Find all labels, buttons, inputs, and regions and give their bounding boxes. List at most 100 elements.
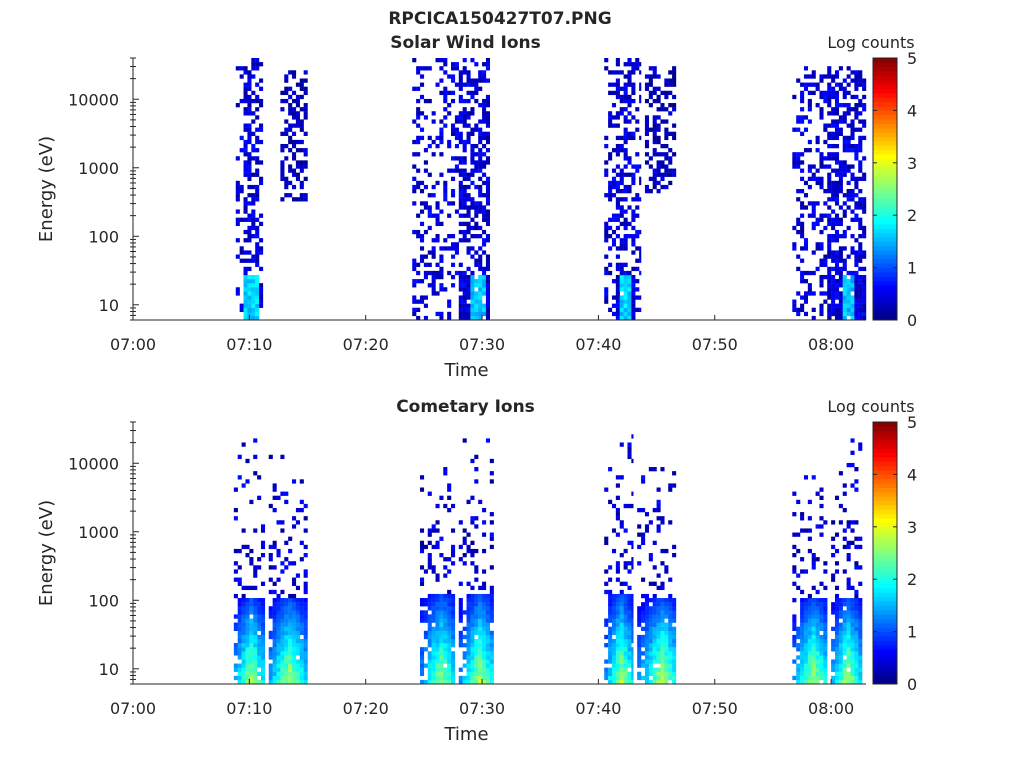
heatmap-cell <box>485 209 491 214</box>
heatmap-cell <box>478 258 483 263</box>
heatmap-cell <box>800 606 805 611</box>
heatmap-cell <box>253 471 258 476</box>
heatmap-cell <box>792 565 797 570</box>
heatmap-cell <box>288 127 293 132</box>
heatmap-cell <box>295 671 300 677</box>
heatmap-cell <box>435 675 440 681</box>
heatmap-cell <box>474 123 479 128</box>
heatmap-cell <box>842 610 847 615</box>
heatmap-cell <box>615 602 620 607</box>
heatmap-cell <box>435 135 440 141</box>
heatmap-cell <box>819 663 824 668</box>
colorbar-segment <box>873 478 897 484</box>
heatmap-cell <box>660 610 665 615</box>
heatmap-cell <box>850 287 855 292</box>
heatmap-cell <box>478 266 483 272</box>
heatmap-cell <box>466 229 471 235</box>
heatmap-cell <box>811 585 816 591</box>
heatmap-cell <box>660 663 665 668</box>
colorbar-segment <box>873 123 897 129</box>
cometary-ions-panel: 07:00 07:10 07:20 07:30 07:40 07:50 08:0010100… <box>36 397 917 745</box>
heatmap-cell <box>288 618 293 623</box>
heatmap-cell <box>623 62 628 67</box>
heatmap-cell <box>447 598 452 603</box>
heatmap-cell <box>611 82 617 87</box>
heatmap-cell <box>604 168 609 173</box>
heatmap-cell <box>623 655 628 660</box>
heatmap-cell <box>796 229 801 235</box>
heatmap-cell <box>615 217 620 222</box>
heatmap-cell <box>443 634 448 640</box>
heatmap-cell <box>470 618 475 623</box>
heatmap-cell <box>831 221 836 227</box>
heatmap-cell <box>831 225 836 231</box>
heatmap-cell <box>811 638 816 644</box>
heatmap-cell <box>637 618 642 623</box>
heatmap-cell <box>462 82 467 87</box>
heatmap-cell <box>255 168 260 173</box>
heatmap-cell <box>485 651 491 656</box>
heatmap-cell <box>435 180 440 186</box>
heatmap-cell <box>239 135 244 141</box>
heatmap-cell <box>834 606 840 611</box>
heatmap-cell <box>251 111 256 116</box>
heatmap-cell <box>478 598 483 603</box>
heatmap-cell <box>846 577 851 582</box>
heatmap-cell <box>823 201 828 206</box>
panel-title: Cometary Ions <box>396 397 535 417</box>
heatmap-cell <box>623 663 628 668</box>
heatmap-cell <box>635 307 640 313</box>
heatmap-cell <box>664 647 669 652</box>
heatmap-cell <box>858 630 863 636</box>
heatmap-cell <box>466 176 471 182</box>
heatmap-cell <box>635 119 640 124</box>
heatmap-cell <box>303 634 308 640</box>
heatmap-cell <box>466 311 471 317</box>
heatmap-cell <box>664 606 669 611</box>
heatmap-cell <box>419 659 425 664</box>
heatmap-cell <box>608 307 613 313</box>
heatmap-cell <box>815 630 820 636</box>
heatmap-cell <box>268 679 273 685</box>
heatmap-cell <box>251 213 256 218</box>
heatmap-cell <box>423 602 428 607</box>
heatmap-cell <box>619 475 624 480</box>
heatmap-cell <box>648 127 653 132</box>
heatmap-cell <box>672 614 677 619</box>
heatmap-cell <box>846 279 851 284</box>
heatmap-cell <box>466 598 471 603</box>
heatmap-cell <box>652 66 657 71</box>
heatmap-cell <box>295 598 300 603</box>
heatmap-cell <box>854 103 859 108</box>
heatmap-cell <box>292 671 297 677</box>
heatmap-cell <box>255 242 260 247</box>
heatmap-cell <box>259 62 264 67</box>
heatmap-cell <box>823 585 828 591</box>
heatmap-cell <box>470 655 475 660</box>
heatmap-cell <box>827 135 832 141</box>
heatmap-cell <box>850 626 855 631</box>
heatmap-cell <box>451 614 456 619</box>
heatmap-cell <box>280 561 285 566</box>
heatmap-cell <box>451 98 456 104</box>
heatmap-cell <box>245 647 250 652</box>
heatmap-cell <box>451 630 456 636</box>
heatmap-cell <box>842 675 847 681</box>
colorbar-segment <box>873 587 897 593</box>
heatmap-cell <box>466 655 471 660</box>
heatmap-cell <box>842 94 847 100</box>
heatmap-cell <box>819 111 824 116</box>
heatmap-cell <box>255 189 260 194</box>
heatmap-cell <box>458 168 463 173</box>
heatmap-cell <box>631 557 634 562</box>
heatmap-cell <box>427 262 432 267</box>
heatmap-cell <box>850 193 855 198</box>
heatmap-cell <box>235 221 240 227</box>
heatmap-cell <box>458 667 463 672</box>
heatmap-cell <box>431 569 436 574</box>
heatmap-cell <box>627 283 632 288</box>
heatmap-cell <box>827 123 832 128</box>
heatmap-cell <box>846 123 851 128</box>
heatmap-cell <box>485 667 491 672</box>
heatmap-cell <box>615 123 620 128</box>
